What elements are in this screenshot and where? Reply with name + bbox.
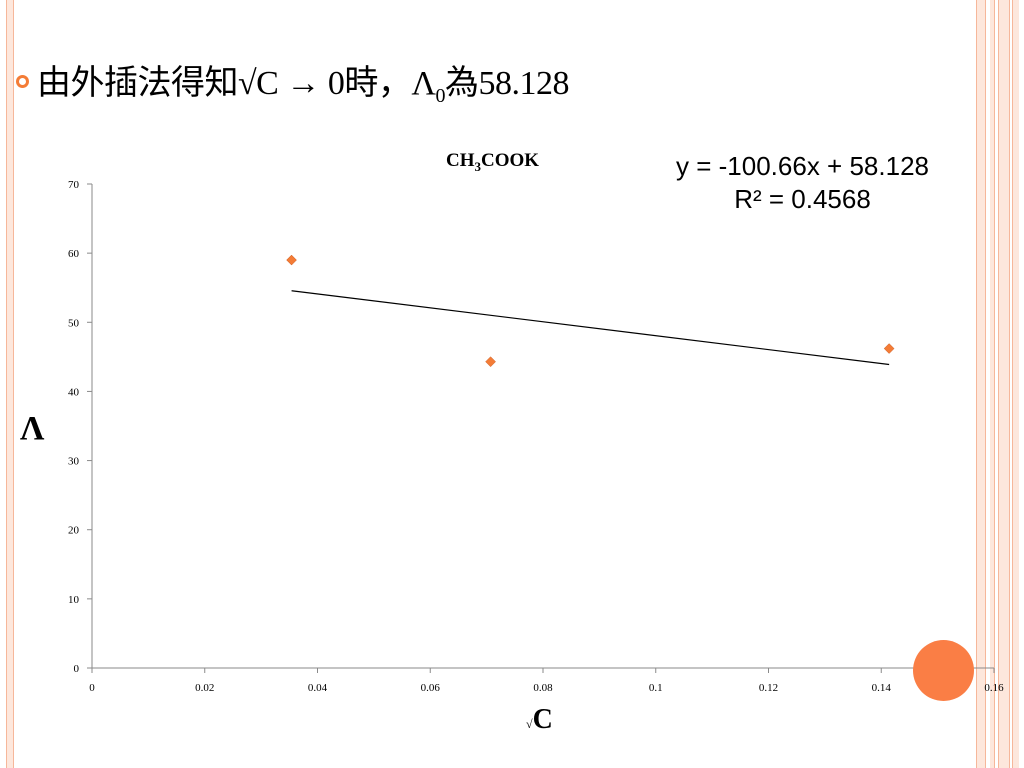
headline-subscript: 0 — [435, 84, 446, 107]
bullet-circle-icon — [16, 74, 29, 88]
x-tick-label: 0.02 — [195, 682, 214, 694]
bullet-line: 由外插法得知√C → 0時，Λ0為58.128 — [16, 55, 570, 108]
chart-title-subscript: 3 — [474, 158, 482, 174]
trendline — [291, 290, 890, 366]
x-tick-label: 0 — [89, 682, 95, 694]
chart-title: CH3COOK — [446, 150, 539, 175]
y-tick-label: 0 — [74, 663, 80, 675]
right-frame-stripes — [976, 0, 1024, 768]
decorative-orange-circle — [913, 640, 974, 701]
headline-suffix: 為58.128 — [445, 64, 570, 102]
data-point — [883, 343, 895, 354]
left-frame-stripe — [6, 0, 14, 768]
y-axis-label: Λ — [20, 410, 45, 447]
chart-title-main: CH — [446, 150, 475, 171]
equation-text: y = -100.66x + 58.128 — [676, 151, 929, 181]
r-squared-text: R² = 0.4568 — [734, 184, 871, 214]
y-tick-label: 70 — [68, 179, 80, 191]
x-tick-label: 0.1 — [649, 682, 663, 694]
data-point — [485, 356, 496, 368]
x-tick-label: 0.04 — [308, 682, 328, 694]
y-tick-label: 20 — [68, 525, 80, 537]
x-axis-label-radical: √ — [526, 717, 533, 731]
x-tick-label: 0.08 — [533, 682, 553, 694]
y-tick-label: 60 — [68, 248, 80, 260]
chart-title-rest: COOK — [481, 150, 540, 171]
y-tick-label: 30 — [68, 456, 80, 468]
headline-prefix: 由外插法得知√C → 0時，Λ — [37, 64, 436, 102]
trendline-equation: y = -100.66x + 58.128 R² = 0.4568 — [600, 150, 1005, 216]
x-axis-label: √C — [526, 704, 553, 736]
x-axis-label-text: C — [532, 704, 553, 735]
y-tick-label: 40 — [68, 386, 80, 398]
y-tick-label: 10 — [68, 594, 80, 606]
x-tick-label: 0.14 — [872, 682, 892, 694]
x-tick-label: 0.12 — [759, 682, 778, 694]
headline: 由外插法得知√C → 0時，Λ0為58.128 — [37, 55, 570, 108]
y-tick-label: 50 — [68, 317, 80, 329]
x-tick-label: 0.06 — [421, 682, 441, 694]
data-point — [286, 254, 297, 266]
x-tick-label: 0.16 — [984, 682, 1004, 694]
